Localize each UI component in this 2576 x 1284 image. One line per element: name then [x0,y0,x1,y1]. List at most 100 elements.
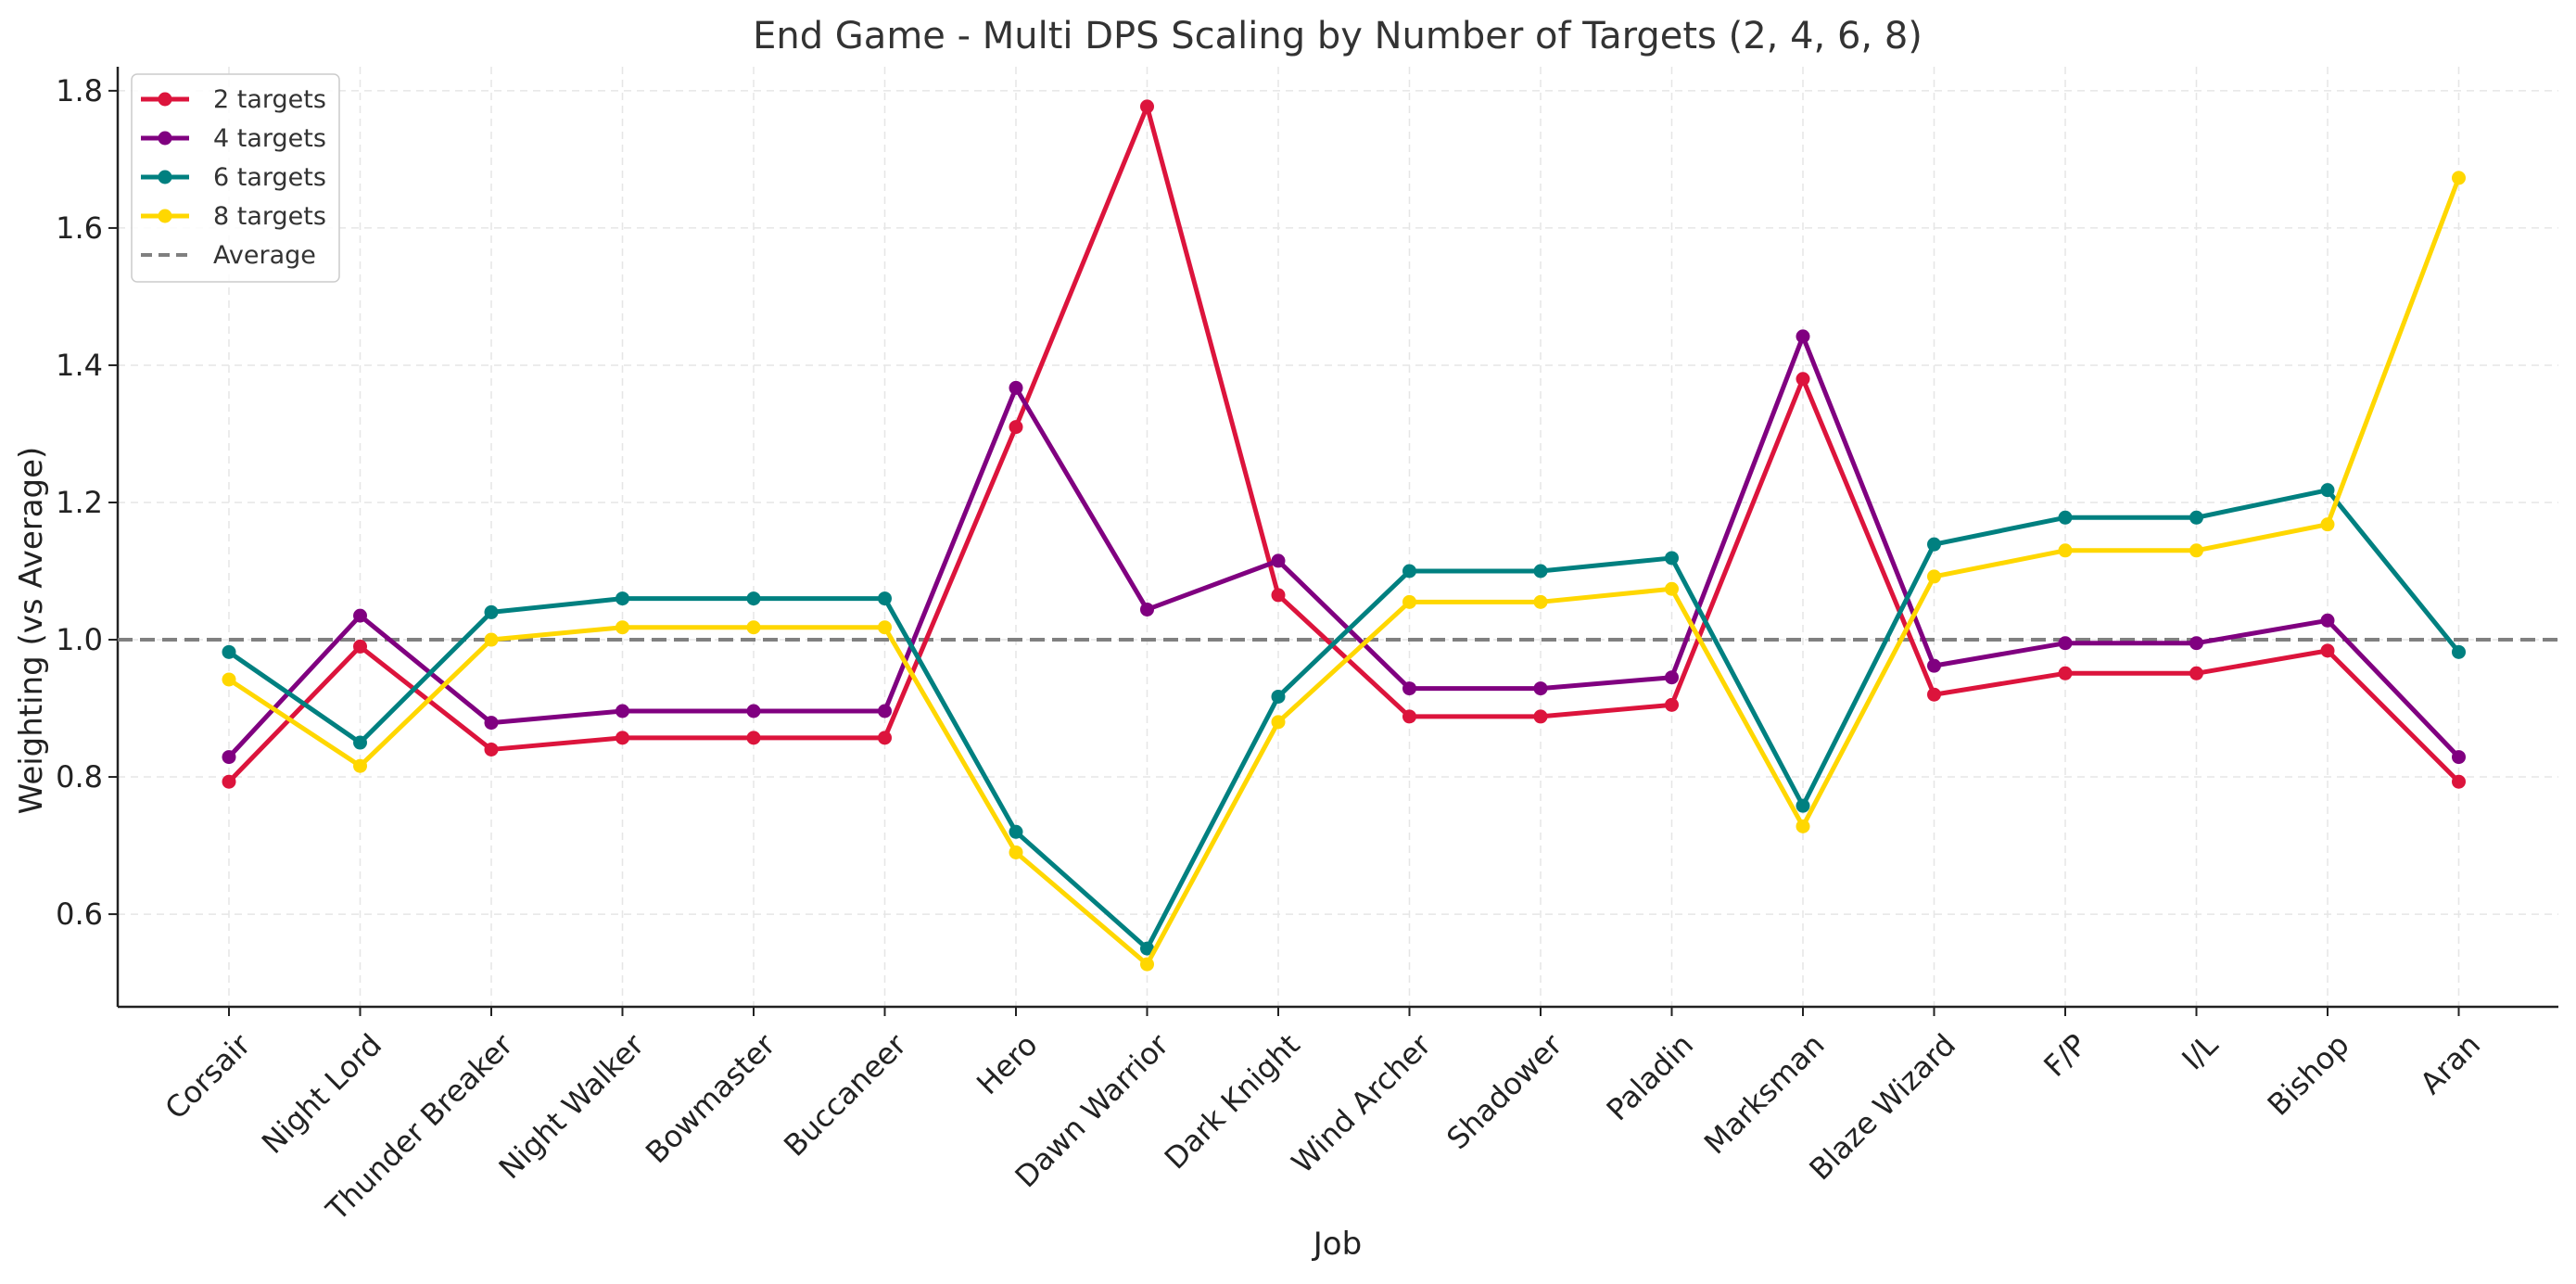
data-point [2189,666,2203,680]
data-point [615,591,629,606]
data-point [484,632,499,647]
data-point [1796,372,1810,387]
data-point [878,704,892,718]
data-point [1402,709,1416,724]
y-tick-label: 1.0 [56,622,103,657]
data-point [222,672,236,687]
data-point [1796,798,1810,813]
series-4 [222,171,2466,972]
data-point [1402,681,1416,696]
y-axis-ticks: 0.6 0.8 1.0 1.2 1.4 1.6 1.8 [56,73,118,932]
data-point [1533,709,1548,724]
x-tick-label: Night Lord [255,1027,388,1161]
data-point [484,716,499,731]
data-point [1927,537,1941,552]
x-tick-label: Bishop [2261,1027,2356,1123]
legend-label: 6 targets [213,163,326,192]
data-point [2189,543,2203,558]
data-point [484,604,499,619]
data-point [353,639,367,654]
y-tick-label: 1.6 [56,210,103,246]
x-tick-label: Wind Archer [1285,1026,1439,1180]
data-point [746,731,761,745]
data-point [1665,697,1679,712]
data-point [878,731,892,745]
legend-item: Average [141,241,316,270]
data-point [746,591,761,606]
data-point [484,742,499,756]
data-point [615,620,629,635]
data-point [746,704,761,718]
data-point [2058,666,2073,680]
data-point [353,608,367,623]
legend-swatch-marker [158,92,172,107]
series-line [227,104,2461,784]
legend-swatch-marker [158,209,172,223]
x-tick-label: Bowmaster [639,1026,782,1170]
data-point [1927,687,1941,702]
series-2 [222,329,2466,765]
data-point [2058,543,2073,558]
data-point [1140,957,1154,972]
x-tick-label: I/L [2175,1027,2225,1077]
legend-item: 2 targets [141,85,326,114]
data-point [353,758,367,773]
series-line [227,177,2461,967]
x-tick-label: Dark Knight [1158,1027,1307,1176]
series-line [227,488,2461,951]
legend-item: 4 targets [141,124,326,153]
grid-lines [118,67,2558,1007]
x-tick-label: Marksman [1697,1027,1832,1162]
legend-swatch-marker [158,170,172,184]
legend-item: 6 targets [141,163,326,192]
y-tick-label: 1.4 [56,348,103,383]
data-point [1140,99,1154,114]
data-point [1140,602,1154,617]
data-point [2452,171,2466,185]
data-point [878,620,892,635]
data-point [1140,941,1154,956]
y-tick-label: 1.8 [56,73,103,108]
data-point [1796,819,1810,833]
series-lines [222,99,2466,972]
legend-label: 2 targets [213,85,326,114]
x-tick-label: Paladin [1600,1027,1701,1128]
legend-label: Average [213,241,316,270]
x-tick-label: F/P [2037,1027,2093,1084]
data-point [1927,658,1941,673]
data-point [878,591,892,606]
data-point [2320,613,2335,628]
data-point [1533,681,1548,696]
series-line [227,334,2461,759]
y-tick-label: 0.8 [56,759,103,795]
legend-item: 8 targets [141,202,326,231]
data-point [2452,774,2466,789]
y-tick-label: 0.6 [56,896,103,932]
data-point [1009,845,1023,859]
y-axis-label: Weighting (vs Average) [13,447,50,815]
data-point [2320,483,2335,498]
legend-label: 8 targets [213,202,326,231]
data-point [615,704,629,718]
x-tick-label: Shadower [1440,1026,1569,1156]
data-point [1271,588,1286,603]
x-tick-label: Buccaneer [777,1026,914,1163]
series-3 [222,483,2466,956]
legend: 2 targets 4 targets 6 targets 8 targets Aver… [131,73,340,283]
data-point [1665,551,1679,566]
data-point [2320,643,2335,658]
data-point [1271,715,1286,730]
data-point [2452,644,2466,659]
data-point [1533,594,1548,609]
data-point [2189,636,2203,651]
data-point [1009,824,1023,839]
data-point [2058,636,2073,651]
data-point [1665,581,1679,596]
data-point [222,774,236,789]
data-point [222,644,236,659]
data-point [1533,564,1548,578]
data-point [1009,420,1023,435]
legend-label: 4 targets [213,124,326,153]
x-axis-label: Job [1312,1226,1362,1263]
data-point [1402,594,1416,609]
